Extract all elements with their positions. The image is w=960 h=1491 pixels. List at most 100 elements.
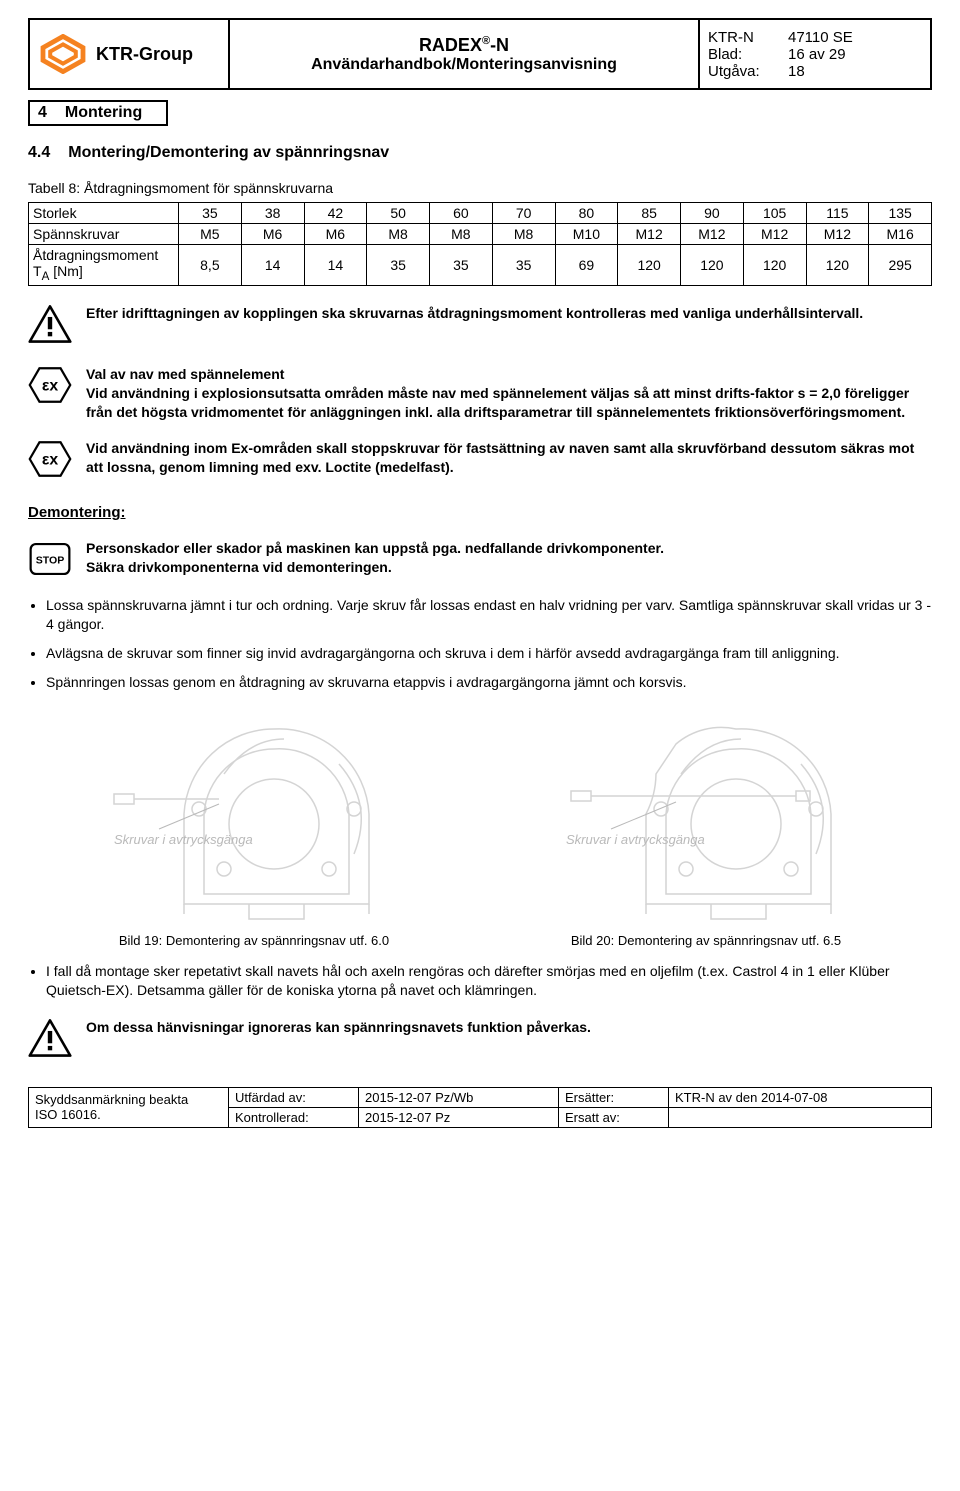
hdr-blad-label: Blad: <box>708 46 788 63</box>
cell: 120 <box>806 245 869 286</box>
figure-captions: Bild 19: Demontering av spännringsnav ut… <box>28 931 932 948</box>
table-row: Åtdragningsmoment TA [Nm] 8,5 14 14 35 3… <box>29 245 932 286</box>
footer-kontrollerad-label: Kontrollerad: <box>229 1108 359 1127</box>
warning-triangle-icon <box>28 1018 72 1058</box>
cell: 120 <box>743 245 806 286</box>
cell: 120 <box>618 245 681 286</box>
footer-utfardad-label: Utfärdad av: <box>229 1088 359 1107</box>
footer-utfardad-value: 2015-12-07 Pz/Wb <box>359 1088 559 1107</box>
figure-19: Skruvar i avtrycksgänga <box>74 704 434 927</box>
cell: 35 <box>430 245 493 286</box>
figure-20-caption: Bild 20: Demontering av spännringsnav ut… <box>526 933 886 948</box>
footer-ersatter-value: KTR-N av den 2014-07-08 <box>669 1088 931 1107</box>
svg-text:STOP: STOP <box>36 555 65 567</box>
svg-text:εx: εx <box>42 377 59 394</box>
hdr-blad-value: 16 av 29 <box>788 46 922 63</box>
subsection-number: 4.4 <box>28 144 50 162</box>
cell: 105 <box>743 203 806 224</box>
note-val-av-nav: εx Val av nav med spännelement Vid använ… <box>28 365 932 422</box>
cell: 35 <box>492 245 555 286</box>
hdr-utgava-label: Utgåva: <box>708 63 788 80</box>
document-header: KTR-Group RADEX®-N Användarhandbok/Monte… <box>28 18 932 90</box>
header-right: KTR-N47110 SE Blad:16 av 29 Utgåva:18 <box>700 20 930 88</box>
stop-line-1: Personskador eller skador på maskinen ka… <box>86 540 664 556</box>
cell: 115 <box>806 203 869 224</box>
brand-name: KTR-Group <box>96 44 193 65</box>
final-warning: Om dessa hänvisningar ignoreras kan spän… <box>28 1018 932 1061</box>
note-3-text: Vid användning inom Ex-områden skall sto… <box>86 439 932 477</box>
row-label-tail: [Nm] <box>49 263 82 279</box>
cell: M12 <box>743 224 806 245</box>
svg-text:Skruvar i avtrycksgänga: Skruvar i avtrycksgänga <box>114 832 253 847</box>
cell: 90 <box>681 203 744 224</box>
figure-20: Skruvar i avtrycksgänga <box>526 704 886 927</box>
cell: 14 <box>304 245 367 286</box>
cell: M16 <box>869 224 932 245</box>
cell: 38 <box>241 203 304 224</box>
figure-19-drawing: Skruvar i avtrycksgänga <box>74 704 434 924</box>
cell: 8,5 <box>179 245 242 286</box>
cell: 50 <box>367 203 430 224</box>
cell: 295 <box>869 245 932 286</box>
footer-ersattav-label: Ersatt av: <box>559 1108 669 1127</box>
demontering-bullets: Lossa spännskruvarna jämnt i tur och ord… <box>28 596 932 692</box>
hdr-ktrn-label: KTR-N <box>708 29 788 46</box>
list-item: Avlägsna de skruvar som finner sig invid… <box>46 644 932 663</box>
cell: M12 <box>681 224 744 245</box>
note-2-text: Val av nav med spännelement Vid användni… <box>86 365 932 422</box>
stop-note: STOP Personskador eller skador på maskin… <box>28 539 932 582</box>
cell: 120 <box>681 245 744 286</box>
footer-kontrollerad-value: 2015-12-07 Pz <box>359 1108 559 1127</box>
warning-triangle-icon <box>28 304 72 344</box>
cell: 85 <box>618 203 681 224</box>
cell: M5 <box>179 224 242 245</box>
cell: 135 <box>869 203 932 224</box>
cell: 69 <box>555 245 618 286</box>
svg-text:Skruvar i avtrycksgänga: Skruvar i avtrycksgänga <box>566 832 705 847</box>
figure-20-drawing: Skruvar i avtrycksgänga <box>526 704 886 924</box>
cell: M10 <box>555 224 618 245</box>
row-label-atdragning: Åtdragningsmoment TA [Nm] <box>29 245 179 286</box>
table-row: Storlek 35 38 42 50 60 70 80 85 90 105 1… <box>29 203 932 224</box>
cell: 60 <box>430 203 493 224</box>
stop-line-2: Säkra drivkomponenterna vid demonteringe… <box>86 559 392 575</box>
footer-left-1: Skyddsanmärkning beakta <box>35 1092 222 1107</box>
stop-note-text: Personskador eller skador på maskinen ka… <box>86 539 932 577</box>
cell: M8 <box>367 224 430 245</box>
hdr-utgava-value: 18 <box>788 63 922 80</box>
table-8-caption: Tabell 8: Åtdragningsmoment för spännskr… <box>28 180 932 196</box>
row-label-spannskruvar: Spännskruvar <box>29 224 179 245</box>
cell: M6 <box>241 224 304 245</box>
doc-title-line1: RADEX®-N <box>419 35 509 56</box>
cell: 35 <box>179 203 242 224</box>
cell: M12 <box>618 224 681 245</box>
footer-right: Utfärdad av: 2015-12-07 Pz/Wb Ersätter: … <box>229 1088 931 1127</box>
list-item: Spännringen lossas genom en åtdragning a… <box>46 673 932 692</box>
cell: M12 <box>806 224 869 245</box>
hdr-ktrn-value: 47110 SE <box>788 29 922 46</box>
cell: 42 <box>304 203 367 224</box>
cell: 80 <box>555 203 618 224</box>
note-ex-omraden: εx Vid användning inom Ex-områden skall … <box>28 439 932 482</box>
table-row: Spännskruvar M5 M6 M6 M8 M8 M8 M10 M12 M… <box>29 224 932 245</box>
cell: M8 <box>430 224 493 245</box>
svg-text:εx: εx <box>42 452 59 469</box>
ktr-logo-icon <box>38 34 88 74</box>
title-n: -N <box>490 35 509 55</box>
final-warning-text: Om dessa hänvisningar ignoreras kan spän… <box>86 1018 932 1037</box>
ex-hexagon-icon: εx <box>28 365 72 405</box>
table-8: Storlek 35 38 42 50 60 70 80 85 90 105 1… <box>28 202 932 286</box>
note-2-body: Vid användning i explosionsutsatta områd… <box>86 385 909 420</box>
row-label-storlek: Storlek <box>29 203 179 224</box>
subsection-title: Montering/Demontering av spännringsnav <box>68 144 389 162</box>
cell: 14 <box>241 245 304 286</box>
header-left: KTR-Group <box>30 20 230 88</box>
cell: 70 <box>492 203 555 224</box>
note-idrifttagning: Efter idrifttagningen av kopplingen ska … <box>28 304 932 347</box>
list-item: Lossa spännskruvarna jämnt i tur och ord… <box>46 596 932 634</box>
document-footer: Skyddsanmärkning beakta ISO 16016. Utfär… <box>28 1087 932 1128</box>
note-2-title: Val av nav med spännelement <box>86 365 932 384</box>
ex-hexagon-icon: εx <box>28 439 72 479</box>
footer-ersattav-value <box>669 1108 931 1127</box>
demontering-heading: Demontering: <box>28 504 932 521</box>
